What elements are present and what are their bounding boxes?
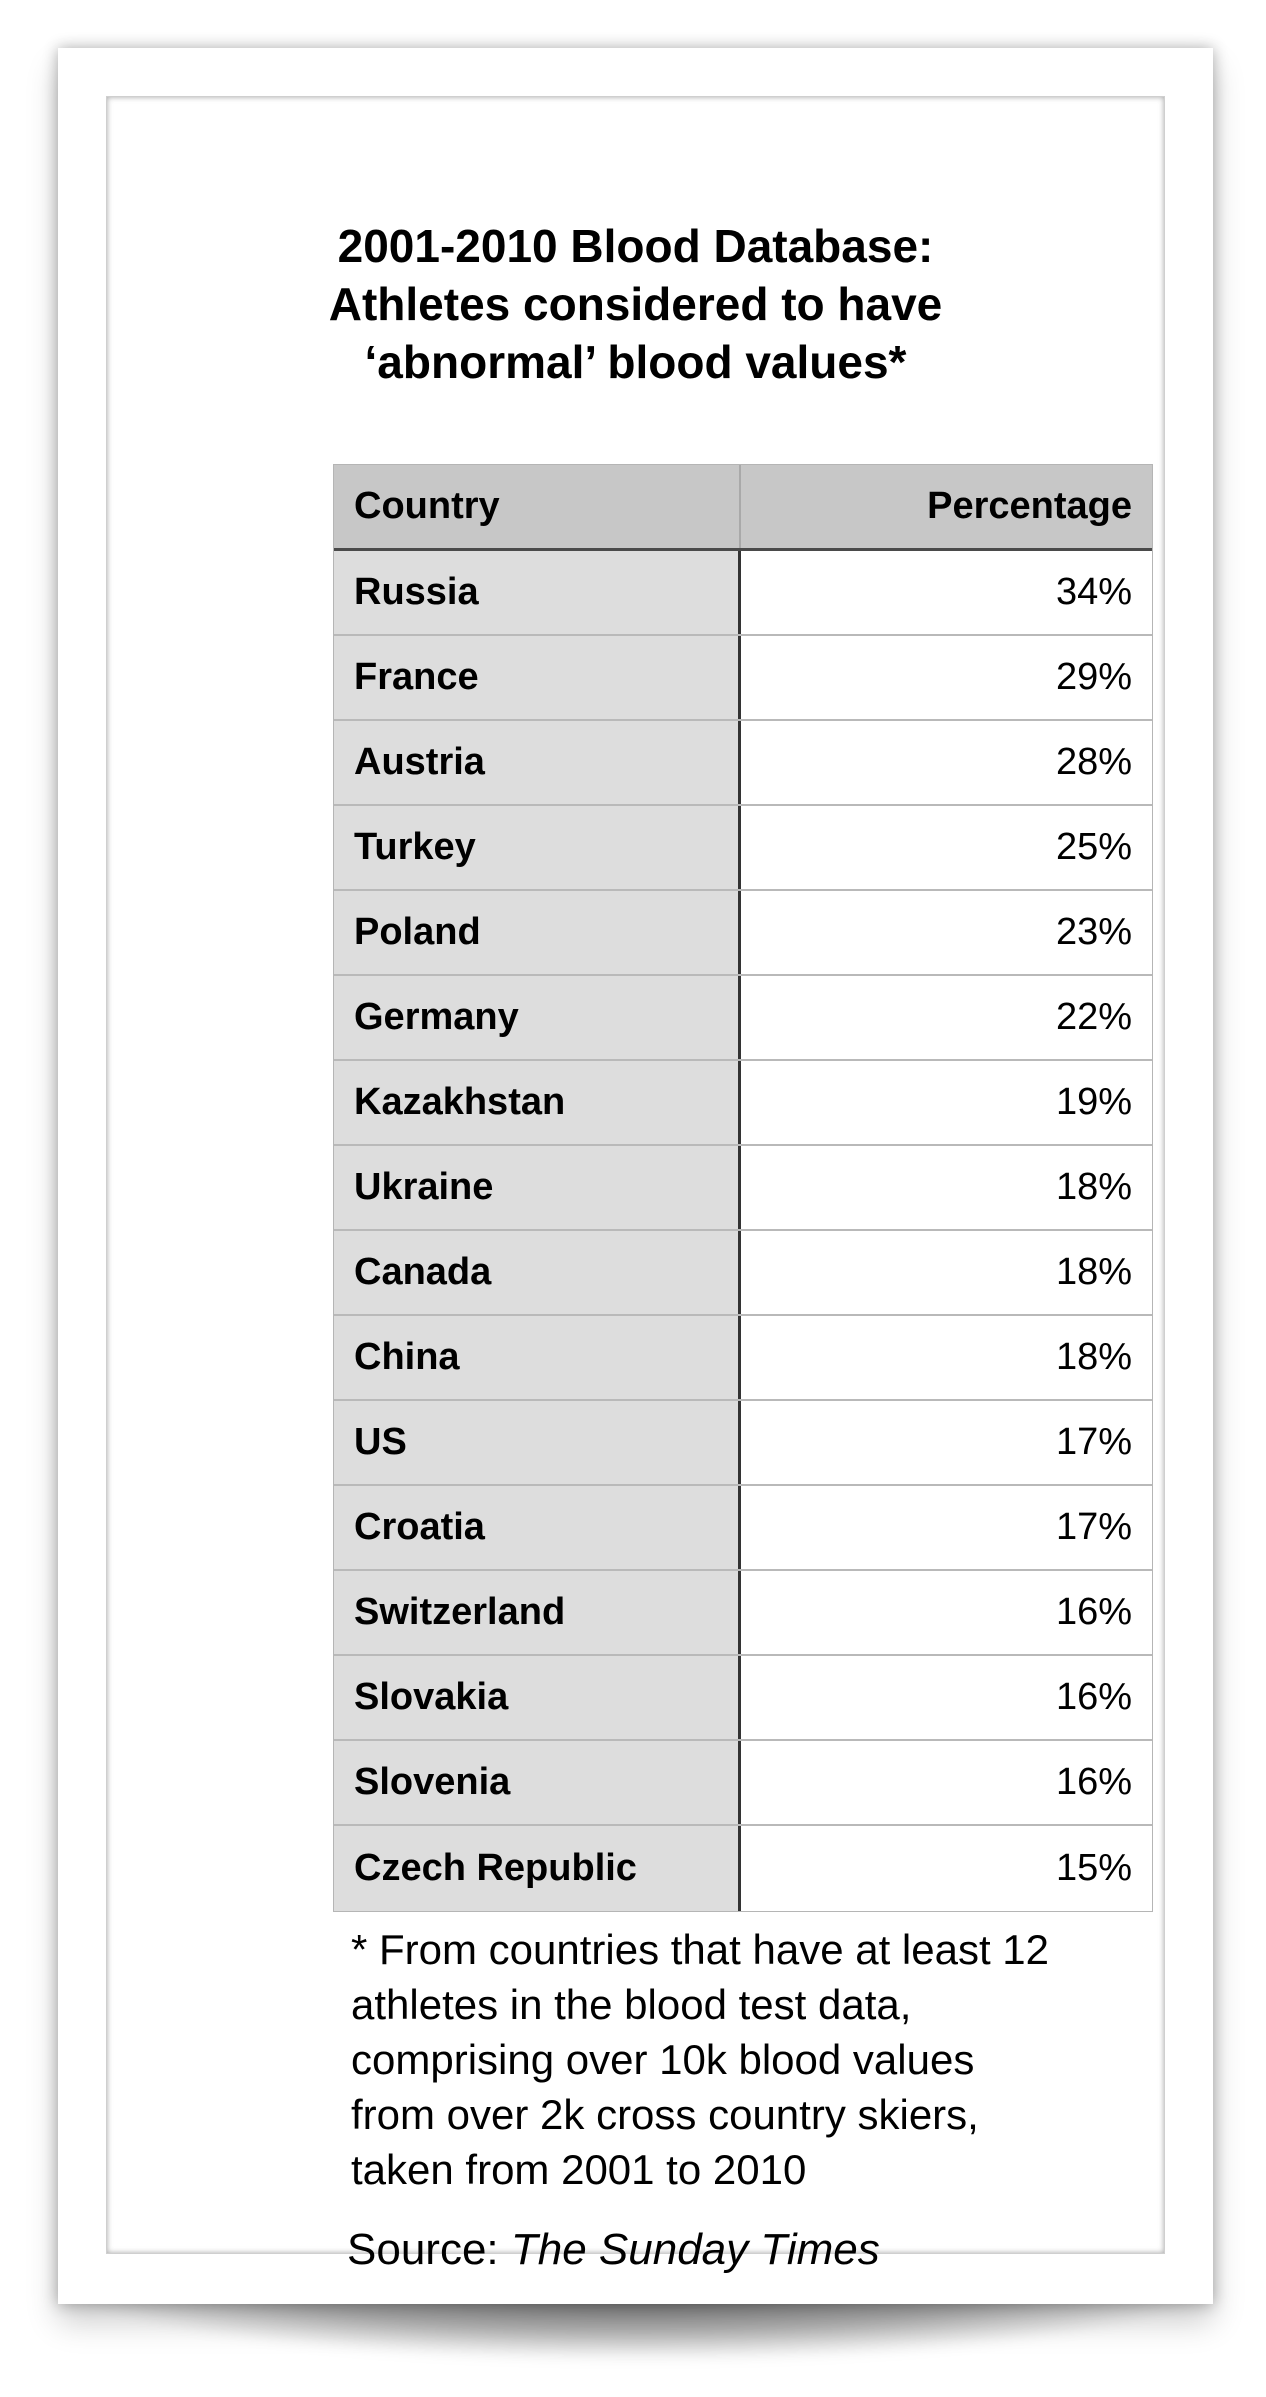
country-cell: Kazakhstan bbox=[334, 1061, 741, 1144]
percentage-cell: 28% bbox=[741, 721, 1152, 804]
table-row: Czech Republic 15% bbox=[334, 1826, 1152, 1911]
country-cell: Czech Republic bbox=[334, 1826, 741, 1911]
percentage-cell: 29% bbox=[741, 636, 1152, 719]
percentage-cell: 18% bbox=[741, 1146, 1152, 1229]
percentage-cell: 23% bbox=[741, 891, 1152, 974]
country-cell: Russia bbox=[334, 551, 741, 634]
source-name: The Sunday Times bbox=[510, 2225, 880, 2274]
data-table: Country Percentage Russia 34% France 29% Aus… bbox=[333, 464, 1153, 1912]
percentage-cell: 34% bbox=[741, 551, 1152, 634]
percentage-cell: 17% bbox=[741, 1486, 1152, 1569]
table-row: China 18% bbox=[334, 1316, 1152, 1401]
table-row: France 29% bbox=[334, 636, 1152, 721]
table-row: Kazakhstan 19% bbox=[334, 1061, 1152, 1146]
country-cell: France bbox=[334, 636, 741, 719]
table-row: Slovakia 16% bbox=[334, 1656, 1152, 1741]
title-line: ‘abnormal’ blood values* bbox=[364, 336, 907, 388]
table-row: Slovenia 16% bbox=[334, 1741, 1152, 1826]
picture-frame: 2001-2010 Blood Database: Athletes consi… bbox=[58, 48, 1213, 2304]
footnote: * From countries that have at least 12 a… bbox=[351, 1922, 1151, 2197]
title-line: 2001-2010 Blood Database: bbox=[337, 220, 934, 272]
country-cell: Canada bbox=[334, 1231, 741, 1314]
percentage-cell: 22% bbox=[741, 976, 1152, 1059]
table-row: Germany 22% bbox=[334, 976, 1152, 1061]
percentage-cell: 16% bbox=[741, 1571, 1152, 1654]
country-cell: Austria bbox=[334, 721, 741, 804]
source-credit: Source: The Sunday Times bbox=[347, 2225, 880, 2275]
footnote-line: * From countries that have at least 12 bbox=[351, 1926, 1050, 1973]
percentage-cell: 17% bbox=[741, 1401, 1152, 1484]
footnote-line: athletes in the blood test data, bbox=[351, 1981, 912, 2028]
column-header-percentage: Percentage bbox=[741, 465, 1152, 548]
table-row: Canada 18% bbox=[334, 1231, 1152, 1316]
table-row: Switzerland 16% bbox=[334, 1571, 1152, 1656]
footnote-line: from over 2k cross country skiers, bbox=[351, 2091, 979, 2138]
table-row: Russia 34% bbox=[334, 551, 1152, 636]
country-cell: Switzerland bbox=[334, 1571, 741, 1654]
table-row: Austria 28% bbox=[334, 721, 1152, 806]
table-row: US 17% bbox=[334, 1401, 1152, 1486]
table-row: Croatia 17% bbox=[334, 1486, 1152, 1571]
percentage-cell: 16% bbox=[741, 1656, 1152, 1739]
country-cell: Ukraine bbox=[334, 1146, 741, 1229]
percentage-cell: 18% bbox=[741, 1231, 1152, 1314]
percentage-cell: 25% bbox=[741, 806, 1152, 889]
country-cell: China bbox=[334, 1316, 741, 1399]
chart-card: 2001-2010 Blood Database: Athletes consi… bbox=[106, 96, 1165, 2274]
table-row: Ukraine 18% bbox=[334, 1146, 1152, 1231]
country-cell: Slovenia bbox=[334, 1741, 741, 1824]
table-header-row: Country Percentage bbox=[334, 465, 1152, 551]
country-cell: Slovakia bbox=[334, 1656, 741, 1739]
country-cell: Turkey bbox=[334, 806, 741, 889]
country-cell: Germany bbox=[334, 976, 741, 1059]
country-cell: Croatia bbox=[334, 1486, 741, 1569]
footnote-line: taken from 2001 to 2010 bbox=[351, 2146, 807, 2193]
footnote-line: comprising over 10k blood values bbox=[351, 2036, 975, 2083]
source-label: Source: bbox=[347, 2225, 511, 2274]
country-cell: US bbox=[334, 1401, 741, 1484]
column-header-country: Country bbox=[334, 465, 741, 548]
chart-title: 2001-2010 Blood Database: Athletes consi… bbox=[107, 217, 1164, 391]
country-cell: Poland bbox=[334, 891, 741, 974]
title-line: Athletes considered to have bbox=[328, 278, 943, 330]
percentage-cell: 19% bbox=[741, 1061, 1152, 1144]
percentage-cell: 15% bbox=[741, 1826, 1152, 1911]
percentage-cell: 16% bbox=[741, 1741, 1152, 1824]
table-row: Turkey 25% bbox=[334, 806, 1152, 891]
percentage-cell: 18% bbox=[741, 1316, 1152, 1399]
table-row: Poland 23% bbox=[334, 891, 1152, 976]
